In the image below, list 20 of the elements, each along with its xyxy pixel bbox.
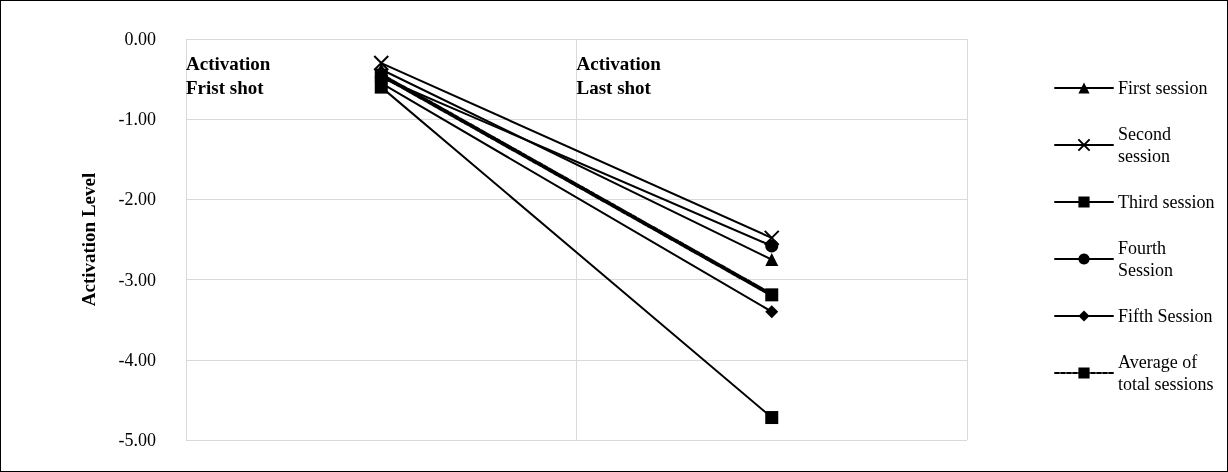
point: [765, 411, 779, 425]
x-tick-label: Activation Frist shot: [186, 52, 271, 98]
point: [765, 305, 779, 319]
y-axis-title: Activation Level: [78, 172, 99, 307]
point: [765, 288, 779, 302]
legend-label: Second session: [1118, 124, 1176, 166]
legend-label: Third session: [1118, 192, 1215, 212]
y-tick-label: 0.00: [124, 29, 156, 49]
point: [765, 239, 779, 253]
y-tick-label: -3.00: [118, 269, 156, 290]
legend-label: Average of total sessions: [1118, 352, 1214, 394]
legend-label: Fourth Session: [1118, 238, 1174, 280]
legend-label: Fifth Session: [1118, 306, 1213, 326]
y-tick-label: -5.00: [118, 430, 156, 450]
legend-label: First session: [1118, 78, 1208, 98]
y-tick-label: -2.00: [118, 189, 156, 210]
y-tick-label: -4.00: [118, 349, 156, 370]
x-tick-label: Activation Last shot: [576, 52, 662, 98]
y-tick-label: -1.00: [118, 109, 156, 130]
point: [763, 229, 780, 246]
